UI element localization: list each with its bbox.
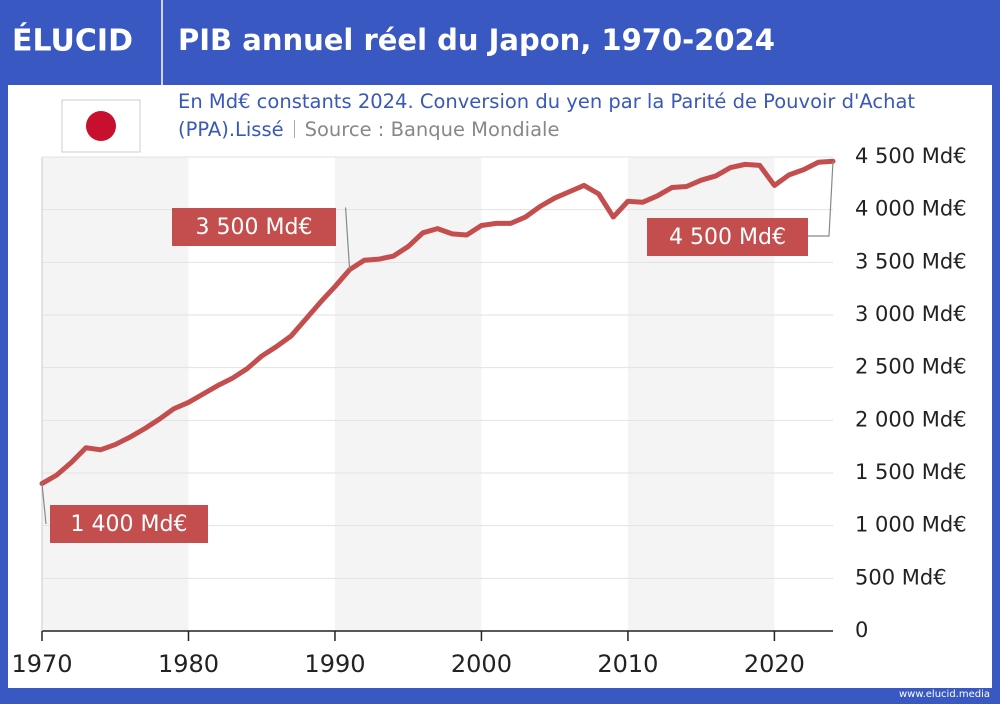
y-tick-label: 2 000 Md€	[855, 407, 967, 431]
y-tick-label: 3 000 Md€	[855, 302, 967, 326]
annotation: 1 400 Md€	[71, 512, 188, 537]
annotation-box	[172, 208, 336, 246]
chart-title: PIB annuel réel du Japon, 1970-2024	[178, 23, 775, 57]
leader-line	[344, 207, 351, 270]
y-tick-label: 4 500 Md€	[855, 144, 967, 168]
annotation: 3 500 Md€	[196, 215, 313, 240]
x-tick-label: 2000	[451, 650, 512, 678]
y-tick-label: 2 500 Md€	[855, 355, 967, 379]
y-tick-label: 500 Md€	[855, 565, 947, 589]
y-tick-label: 4 000 Md€	[855, 197, 967, 221]
brand: ÉLUCID	[12, 23, 133, 59]
leader-line	[808, 161, 834, 237]
band	[42, 157, 189, 631]
y-tick-label: 1 000 Md€	[855, 513, 967, 537]
subtitle: En Md€ constants 2024. Conversion du yen…	[178, 90, 916, 141]
x-tick-label: 2020	[744, 650, 805, 678]
flag-sun	[86, 111, 116, 141]
annotation-box	[647, 218, 808, 256]
x-tick-label: 1970	[11, 650, 72, 678]
y-tick-label: 0	[855, 618, 868, 642]
leader-line	[41, 483, 47, 525]
x-tick-label: 1990	[304, 650, 365, 678]
line	[39, 158, 836, 487]
footer: www.elucid.media	[899, 689, 990, 700]
y-tick-label: 3 500 Md€	[855, 249, 967, 273]
annotation-box	[50, 505, 208, 543]
band	[334, 157, 482, 631]
source: Source : Banque Mondiale	[304, 118, 560, 141]
subtitle-block: En Md€ constants 2024. Conversion du yen…	[178, 88, 968, 144]
x-tick-label: 1980	[158, 650, 219, 678]
annotation: 4 500 Md€	[669, 225, 786, 250]
y-tick-label: 1 500 Md€	[855, 460, 967, 484]
x-tick-label: 2010	[597, 650, 658, 678]
